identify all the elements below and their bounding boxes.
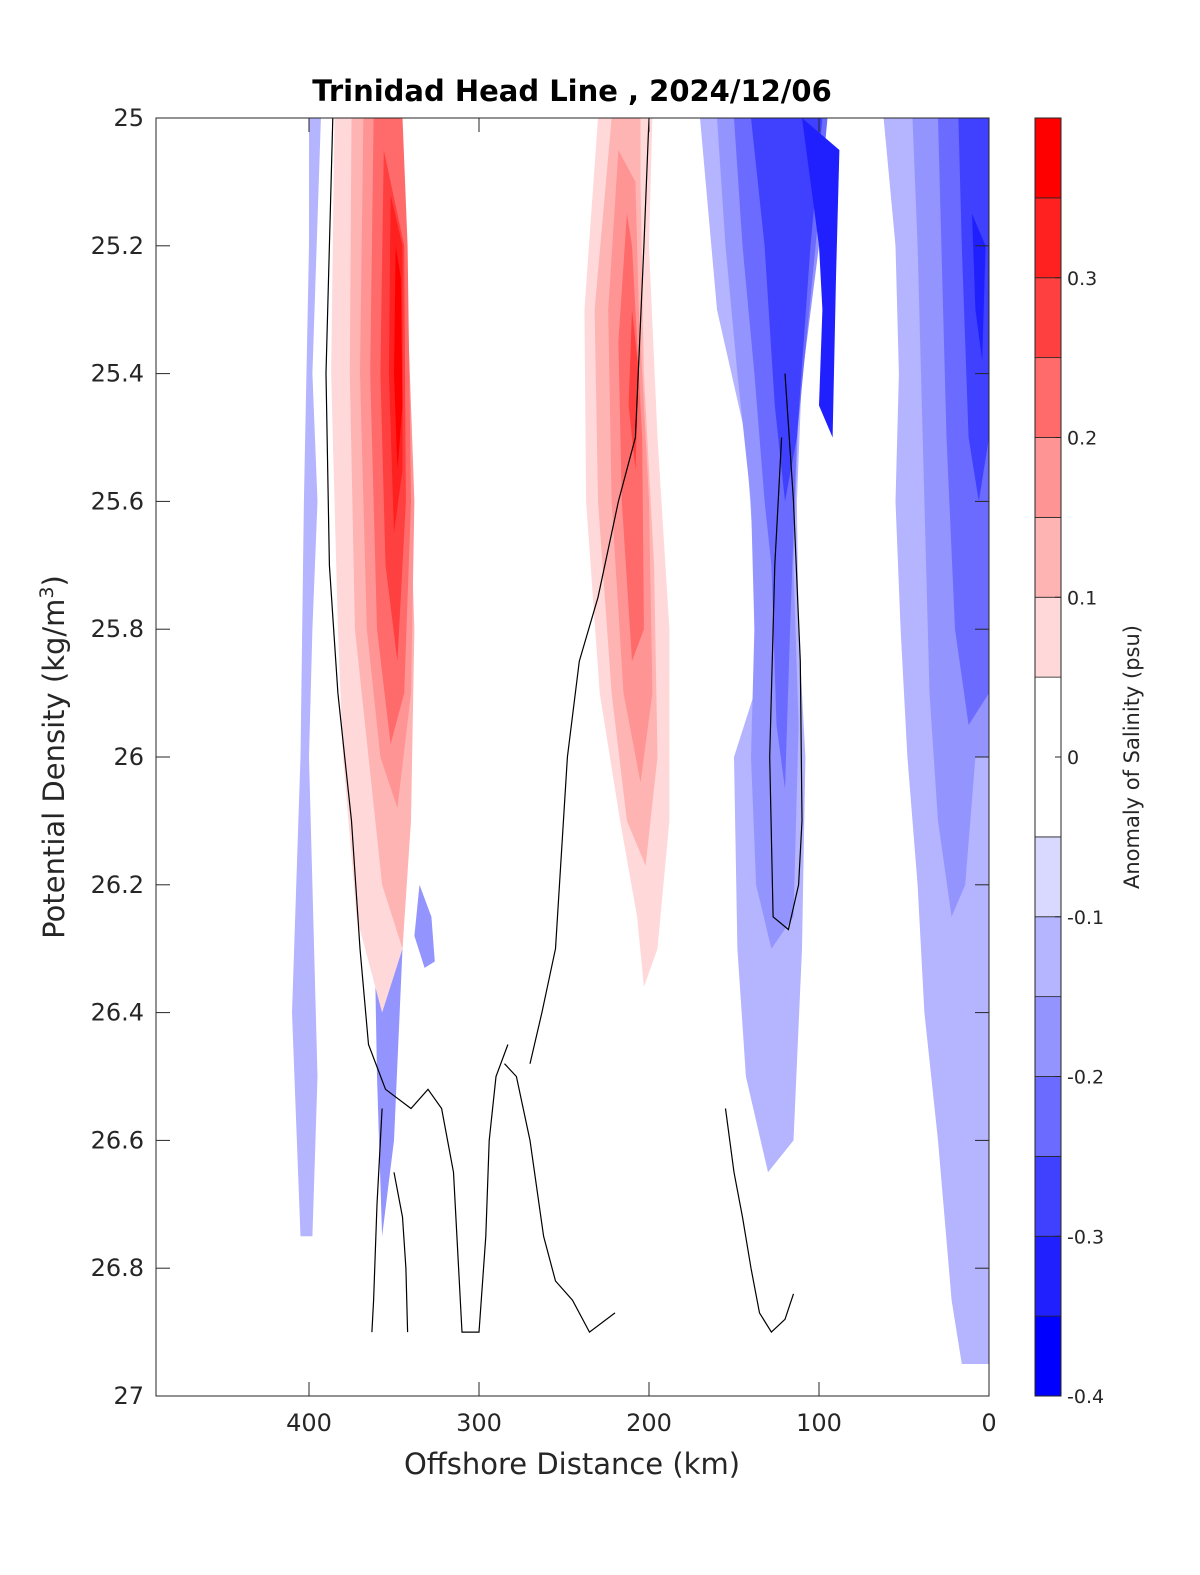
x-tick-label: 200 <box>626 1409 672 1437</box>
plot-area: 400 300 200 100 0 25 25.2 25.4 25.6 25.8 26 26.2 26… <box>91 104 997 1437</box>
contour-region-low-anom-patch-offshore-small <box>414 884 435 968</box>
zero-contour-line <box>325 117 509 1333</box>
contour-region-neg-anom-east-4 <box>802 118 840 438</box>
colorbar-swatch <box>1034 197 1062 279</box>
colorbar-ticks: -0.4 -0.3 -0.2 -0.1 0 0.1 0.2 0.3 <box>1055 268 1104 1408</box>
colorbar-frame <box>1034 117 1062 1397</box>
y-tick-label: 26.4 <box>91 999 144 1027</box>
colorbar-swatch <box>1034 836 1062 918</box>
contour-region-neg-anom-east-far-4 <box>958 118 989 502</box>
x-axis: 400 300 200 100 0 <box>286 118 997 1437</box>
contour-region-neg-anom-east-far-5 <box>972 213 986 361</box>
colorbar-swatch <box>1034 277 1062 359</box>
colorbar-swatch <box>1034 516 1062 598</box>
colorbar-tick-label: 0.2 <box>1067 428 1097 450</box>
colorbar-swatch <box>1034 1235 1062 1317</box>
x-tick-label: 0 <box>981 1409 996 1437</box>
zero-contour-line <box>724 1108 795 1334</box>
colorbar-tick-label: 0.1 <box>1067 587 1097 609</box>
zero-contour-line <box>371 1108 383 1333</box>
y-tick-label: 25.8 <box>91 615 144 643</box>
contour-region-high-anom-east-3 <box>618 213 644 662</box>
colorbar-swatch <box>1034 1155 1062 1237</box>
colorbar-swatches <box>1034 117 1062 1397</box>
y-tick-label: 25.6 <box>91 487 144 515</box>
contour-region-low-anom-far-offshore <box>292 118 321 1237</box>
plot-background <box>156 118 989 1396</box>
colorbar-swatch <box>1034 1315 1062 1397</box>
y-axis-title-close: ) <box>37 575 71 586</box>
colorbar-swatch <box>1034 1076 1062 1157</box>
colorbar-swatch <box>1034 357 1062 438</box>
colorbar-tick-label: 0.3 <box>1067 268 1097 290</box>
y-tick-label: 26.6 <box>91 1126 144 1154</box>
chart-title: Trinidad Head Line , 2024/12/06 <box>312 74 832 108</box>
colorbar-title: Anomaly of Salinity (psu) <box>1120 625 1144 889</box>
y-tick-label: 27 <box>113 1382 144 1410</box>
contour-lines <box>325 117 803 1334</box>
y-axis-title-main: Potential Density (kg/m <box>37 599 71 939</box>
contour-region-neg-anom-east-3 <box>751 118 823 502</box>
zero-contour-line <box>393 1172 409 1333</box>
colorbar: -0.4 -0.3 -0.2 -0.1 0 0.1 0.2 0.3 <box>1034 117 1104 1408</box>
x-axis-title: Offshore Distance (km) <box>404 1447 740 1481</box>
y-tick-label: 25.2 <box>91 232 144 260</box>
zero-contour-line <box>769 373 803 931</box>
colorbar-swatch <box>1034 596 1062 678</box>
colorbar-swatch <box>1034 437 1062 518</box>
y-tick-label: 25.4 <box>91 360 144 388</box>
contour-region-high-anom-west-core <box>394 245 403 470</box>
y-tick-label: 26.2 <box>91 871 144 899</box>
y-axis: 25 25.2 25.4 25.6 25.8 26 26.2 26.4 26.6 26.8 27 <box>91 104 989 1410</box>
colorbar-tick-label: -0.2 <box>1067 1067 1104 1089</box>
colorbar-tick-label: -0.1 <box>1067 907 1104 929</box>
y-axis-title-superscript: 3 <box>36 586 58 598</box>
x-tick-label: 300 <box>456 1409 502 1437</box>
colorbar-swatch <box>1034 916 1062 998</box>
zero-contour-line <box>529 117 650 1064</box>
y-tick-label: 26 <box>113 743 144 771</box>
y-axis-title: Potential Density (kg/m3) <box>36 575 71 939</box>
colorbar-tick-label: -0.4 <box>1067 1386 1104 1408</box>
colorbar-tick-label: 0 <box>1067 747 1079 769</box>
y-tick-label: 25 <box>113 104 144 132</box>
zero-contour-line <box>504 1063 616 1334</box>
x-tick-label: 400 <box>286 1409 332 1437</box>
colorbar-tick-label: -0.3 <box>1067 1226 1104 1248</box>
colorbar-swatch <box>1034 996 1062 1077</box>
y-tick-label: 26.8 <box>91 1254 144 1282</box>
x-tick-label: 100 <box>796 1409 842 1437</box>
colorbar-swatch <box>1034 117 1062 199</box>
